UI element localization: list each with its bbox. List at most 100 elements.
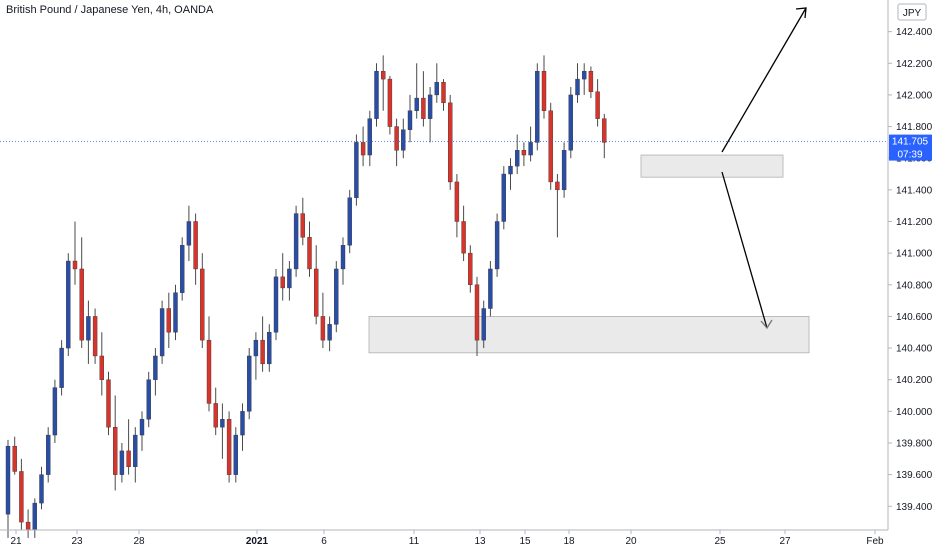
candle-body [561, 150, 567, 191]
y-tick-label: 141.200 [896, 217, 932, 228]
candle-body [434, 82, 439, 96]
candle-body [501, 173, 506, 222]
candle-body [421, 97, 426, 119]
candle-body [320, 316, 326, 341]
candle-body [246, 355, 252, 412]
candle-body [588, 70, 594, 92]
candle-body [133, 434, 138, 467]
candle-body [79, 268, 84, 341]
candle-body [240, 411, 245, 436]
candle-body [99, 355, 105, 380]
candle-body [394, 126, 399, 151]
x-tick-label: 28 [133, 536, 145, 547]
candle-body [86, 316, 91, 341]
candle-body [448, 102, 453, 183]
x-tick-label: 11 [409, 536, 420, 547]
y-tick-label: 141.400 [896, 185, 932, 196]
candle-body [153, 355, 158, 380]
candle-body [602, 118, 607, 143]
candle-body [334, 268, 339, 325]
candle-body [146, 379, 151, 420]
y-tick-label: 139.600 [896, 470, 932, 481]
candle-countdown: 07:39 [897, 150, 922, 161]
zone-resistance-retest [640, 154, 784, 178]
price-axis[interactable]: 139.400 139.600 139.800 140.000 140.200 140.4… [888, 27, 932, 513]
x-tick-label: 18 [563, 536, 575, 547]
chart-title: British Pound / Japanese Yen, 4h, OANDA [6, 4, 214, 16]
x-tick-label: 25 [714, 536, 726, 547]
y-tick-label: 141.000 [896, 249, 932, 260]
y-tick-label: 140.800 [896, 280, 932, 291]
candle-body [126, 450, 131, 467]
x-tick-label: 27 [779, 536, 791, 547]
candle-body [488, 268, 493, 309]
candle-body [32, 502, 37, 531]
candle-body [46, 434, 51, 475]
candle-body [528, 142, 533, 156]
candle-body [233, 434, 239, 475]
x-tick-label: Feb [866, 536, 884, 547]
candle-body [568, 94, 573, 151]
y-tick-label: 140.000 [896, 407, 932, 418]
candle-body [112, 426, 118, 475]
candle-body [119, 450, 125, 475]
candle-body [39, 474, 44, 504]
candles-layer [5, 55, 607, 538]
candle-body [25, 521, 31, 531]
candle-body [494, 221, 500, 270]
candle-body [159, 308, 165, 357]
y-tick-label: 139.800 [896, 438, 932, 449]
candle-body [5, 445, 11, 515]
x-tick-label: 15 [519, 536, 531, 547]
candle-body [106, 379, 111, 428]
candle-body [314, 268, 319, 317]
x-tick-label: 23 [71, 536, 83, 547]
candle-body [186, 221, 192, 246]
y-tick-label: 140.200 [896, 375, 932, 386]
y-tick-label: 140.400 [896, 344, 932, 355]
candle-body [427, 94, 433, 119]
zone-support [368, 316, 810, 354]
candle-body [293, 213, 299, 270]
candle-body [267, 332, 272, 365]
bullish-arrow-line [721, 7, 807, 153]
currency-label: JPY [903, 8, 922, 19]
y-tick-label: 139.400 [896, 502, 932, 513]
candle-body [582, 70, 587, 80]
candle-body [535, 70, 540, 143]
y-tick-label: 142.400 [896, 27, 932, 38]
candle-body [179, 245, 185, 293]
candle-body [481, 308, 486, 341]
candle-body [166, 308, 172, 333]
bearish-arrow-head [760, 319, 773, 330]
candle-body [360, 142, 366, 156]
candle-body [213, 403, 218, 428]
candle-body [555, 181, 560, 191]
candle-body [66, 260, 71, 349]
candle-body [273, 276, 279, 333]
y-tick-label: 142.200 [896, 59, 932, 70]
candle-body [307, 237, 312, 270]
candle-body [226, 419, 232, 475]
candle-body [280, 276, 285, 289]
candle-body [193, 221, 198, 270]
current-price-tag [889, 134, 932, 161]
candle-body [461, 221, 466, 254]
candle-body [327, 324, 332, 341]
x-tick-label: 13 [474, 536, 486, 547]
x-tick-label: 20 [625, 536, 637, 547]
candle-body [374, 70, 379, 119]
candle-body [72, 260, 78, 270]
candle-body [515, 150, 520, 167]
zones-layer [368, 154, 810, 354]
currency-label-box[interactable] [897, 3, 927, 21]
candle-body [300, 213, 305, 238]
candle-body [401, 129, 406, 151]
candle-body [548, 110, 553, 183]
current-price-value: 141.705 [892, 137, 929, 148]
candle-body [92, 316, 98, 357]
time-axis[interactable]: 21 23 28 2021 6 11 13 15 18 20 25 27 Feb [10, 530, 884, 547]
x-tick-label: 6 [321, 536, 327, 547]
bullish-arrow-head [795, 7, 807, 19]
